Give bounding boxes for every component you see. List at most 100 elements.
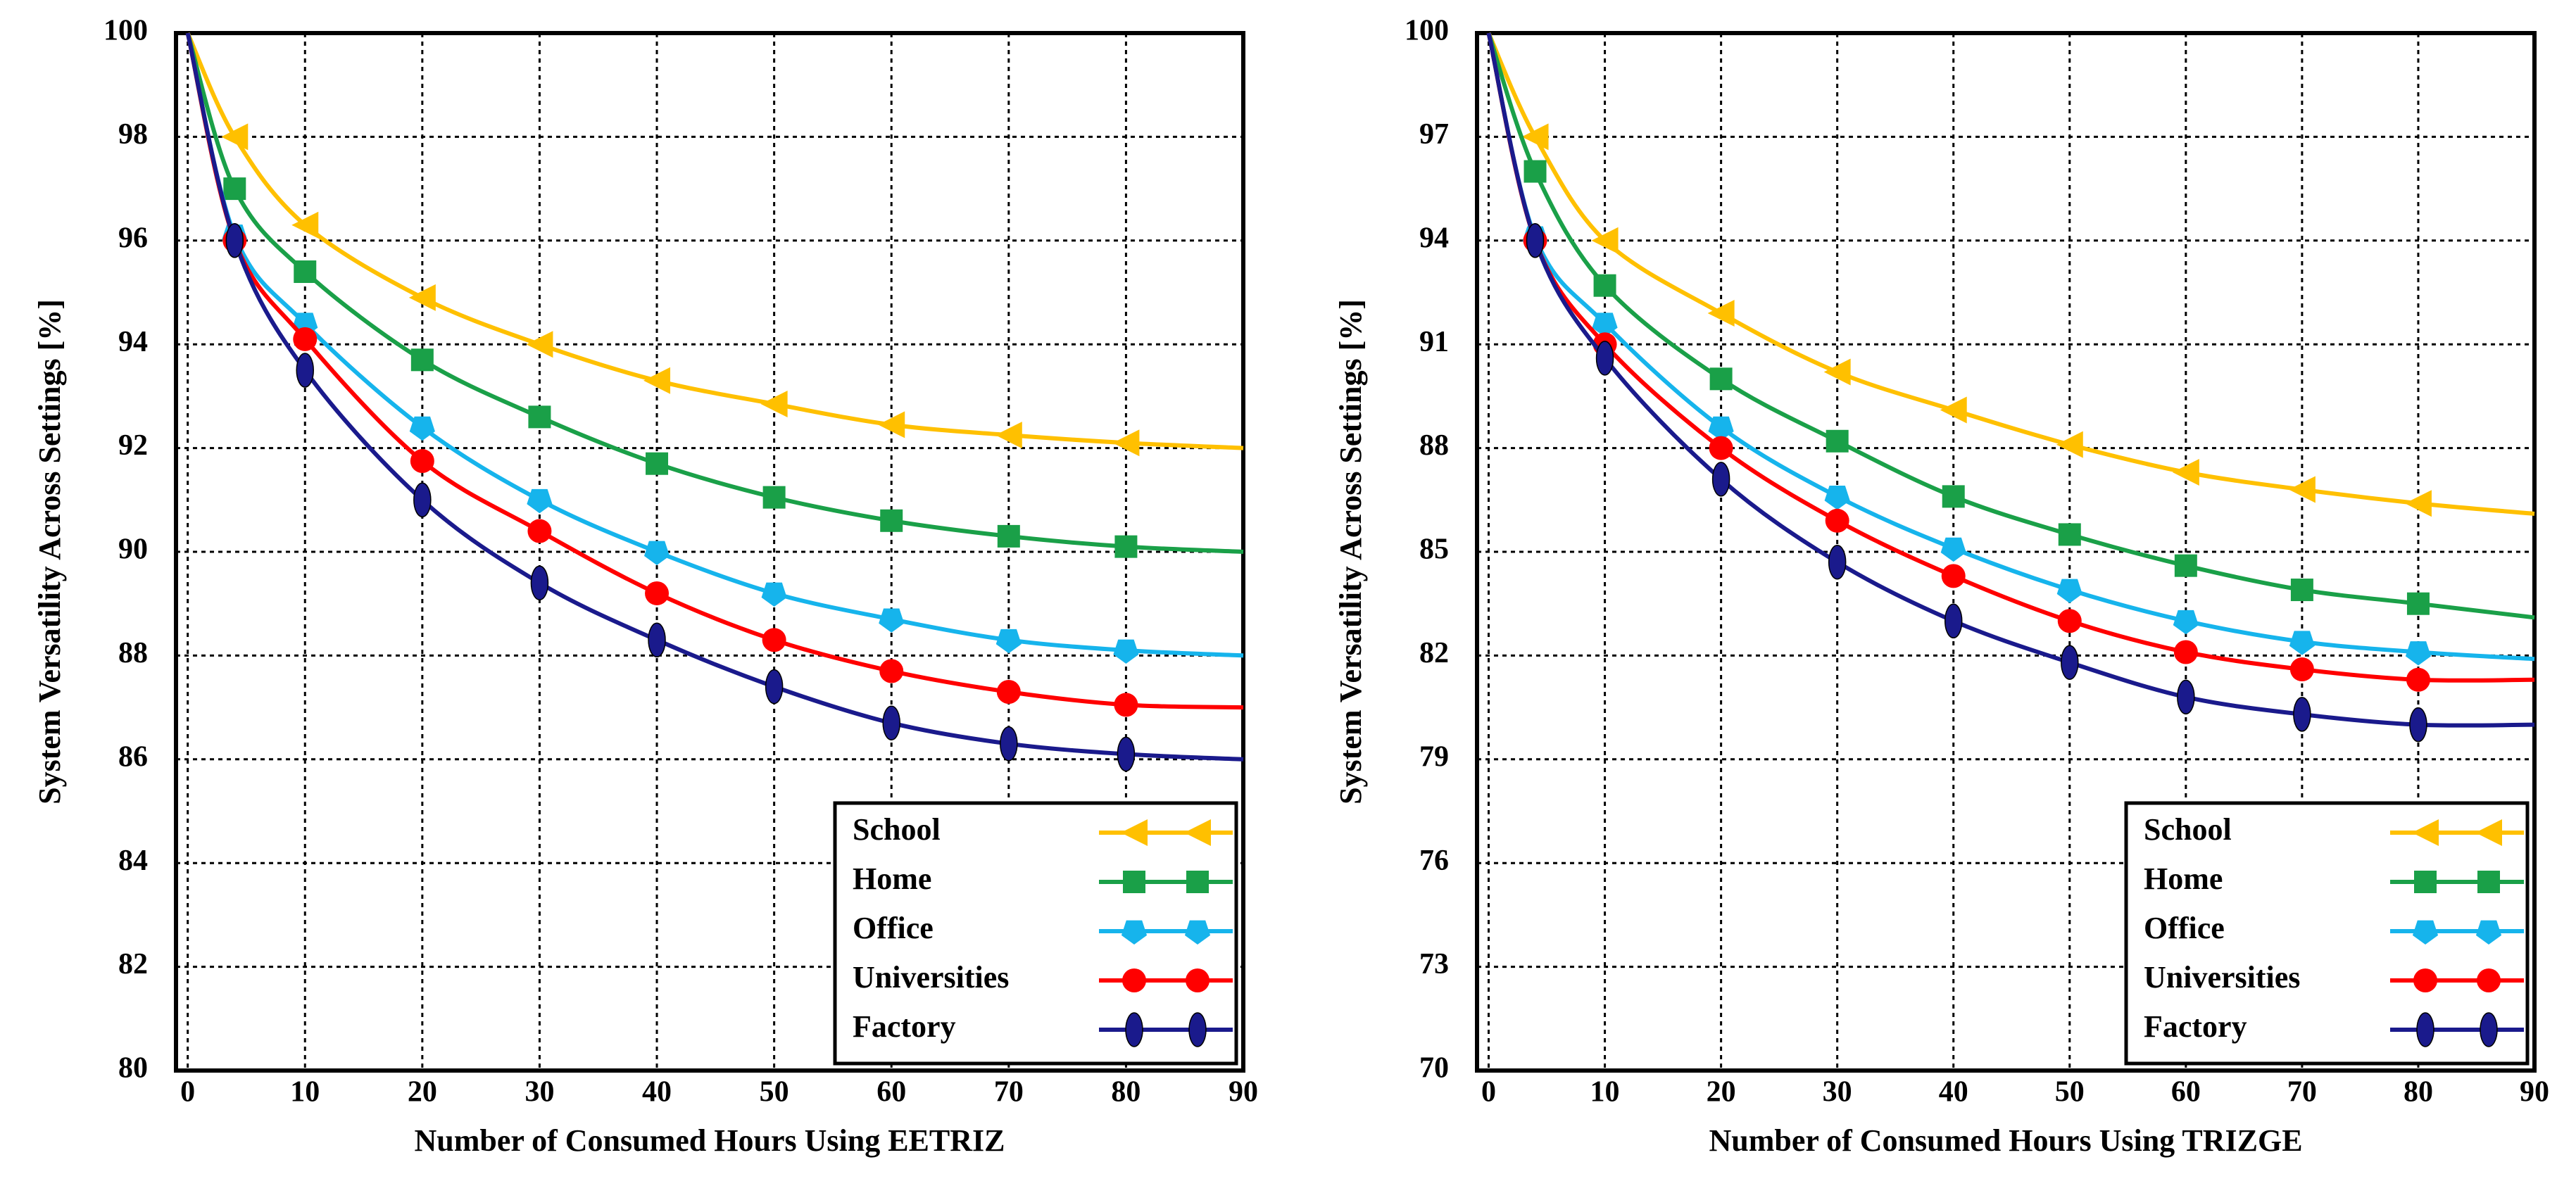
y-tick-label: 84 [118,845,148,877]
marker [2406,667,2430,692]
y-tick-label: 90 [118,534,148,566]
legend-label: Home [2144,861,2223,896]
series-line [1486,32,2535,516]
y-tick-label: 73 [1419,948,1449,980]
y-tick-label: 100 [103,15,148,47]
marker [225,223,244,258]
legend-label: School [853,812,941,847]
marker [2056,579,2082,604]
marker [2416,1012,2434,1047]
marker [1112,429,1140,457]
x-tick-label: 70 [994,1076,1024,1109]
x-tick-label: 80 [2404,1076,2433,1109]
y-tick-label: 100 [1405,15,1449,47]
x-tick-label: 40 [1939,1076,1968,1109]
marker [1942,485,1965,508]
marker [296,353,315,388]
y-tick-label: 76 [1419,845,1449,877]
marker [1113,639,1139,664]
series-line [1486,32,2535,620]
marker [1823,358,1851,386]
x-tick-label: 80 [1111,1076,1141,1109]
x-tick-label: 10 [1590,1076,1620,1109]
plot-frame [1475,31,2537,1073]
marker [223,177,246,201]
marker [995,629,1022,654]
marker [2056,431,2083,458]
marker [2293,697,2311,732]
marker [1188,1012,1207,1047]
marker [2405,641,2432,666]
y-tick-label: 88 [118,637,148,669]
marker [1123,871,1145,893]
x-tick-label: 50 [760,1076,789,1109]
y-axis-label: System Versatility Across Settings [%] [32,299,67,804]
marker [1593,274,1616,297]
marker [526,331,553,358]
marker [1122,968,1146,992]
y-tick-label: 91 [1419,326,1449,358]
marker [1825,508,1849,533]
marker [2173,640,2198,664]
y-tick-label: 70 [1419,1052,1449,1085]
series-line [185,32,1244,762]
marker [648,622,666,658]
y-tick-label: 94 [118,326,148,358]
marker [2413,968,2437,992]
marker [1114,693,1138,717]
chart: 80 82 84 86 88 90 92 94 96 98 100 0 10 20 30 40 50 60 70 80… [32,15,1258,1158]
marker [1125,1012,1143,1047]
marker [413,482,432,518]
marker [2404,490,2432,517]
marker [646,452,669,475]
marker [2289,657,2314,682]
marker [645,581,670,605]
x-tick-label: 40 [642,1076,672,1109]
marker [2290,579,2313,602]
x-axis-label: Number of Consumed Hours Using EETRIZ [414,1123,1005,1158]
marker [1184,819,1211,846]
x-tick-label: 30 [524,1076,554,1109]
marker [1941,564,1966,588]
y-tick-label: 79 [1419,740,1449,773]
marker [2177,679,2195,715]
legend-label: Universities [853,960,1009,995]
series-line [185,32,1244,710]
marker [1114,535,1138,558]
marker [1595,341,1614,376]
y-tick-label: 80 [118,1052,148,1085]
marker [2412,819,2439,846]
marker [1824,486,1850,510]
marker [1709,367,1733,391]
marker [410,449,434,474]
chart: 70 73 76 79 82 85 88 91 94 97 100 0 10 20 30 40 50 60 70 80… [1333,15,2549,1158]
legend-label: Factory [853,1009,956,1044]
marker [1826,429,1849,453]
marker [221,123,249,151]
marker [765,669,784,705]
marker [294,260,317,284]
marker [1709,436,1733,460]
marker [2172,458,2199,486]
marker [1940,396,1967,424]
marker [2174,554,2197,577]
marker [643,367,671,394]
marker [1591,227,1619,254]
marker [1828,544,1847,580]
marker [2289,631,2315,655]
marker [2414,871,2437,893]
y-tick-label: 85 [1419,534,1449,566]
marker [995,422,1022,449]
marker [880,509,903,532]
marker [409,416,435,441]
marker [291,211,319,239]
marker [1526,223,1545,258]
marker [762,628,786,652]
marker [2409,707,2427,743]
x-tick-label: 10 [290,1076,320,1109]
marker [2288,476,2316,503]
marker [760,390,788,417]
marker [2412,920,2439,945]
legend-label: Universities [2144,960,2300,995]
